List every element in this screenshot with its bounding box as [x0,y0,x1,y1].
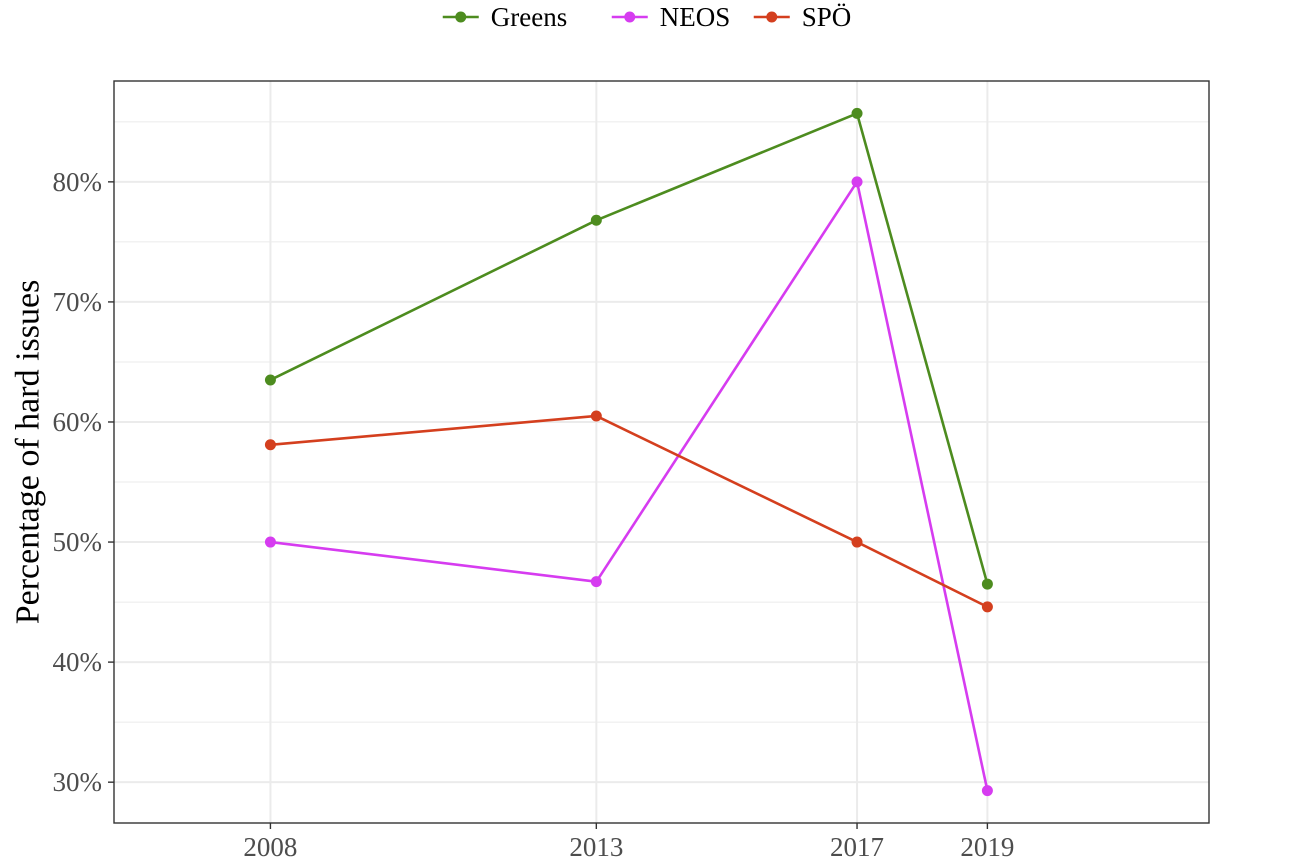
y-tick-label: 70% [53,287,103,317]
legend: Greens NEOS SPÖ [442,2,852,32]
y-tick-label: 80% [53,167,103,197]
plot-border [113,80,1210,824]
y-tick-label: 50% [53,527,103,557]
legend-label: Greens [491,2,567,32]
legend-label: NEOS [660,2,731,32]
x-tick-label: 2013 [569,832,623,858]
series-line [270,180,989,791]
legend-label: SPÖ [802,2,852,32]
y-axis: 30% 40% 50% 60% 70% 80% [53,167,114,797]
y-axis-title: Percentage of hard issues [10,280,47,625]
data-point [981,601,993,613]
data-point [851,536,863,548]
data-point [851,107,863,119]
data-point [590,214,602,226]
y-tick-label: 60% [53,407,103,437]
legend-item: Greens [442,2,567,32]
y-tick-label: 40% [53,647,103,677]
plot-panel [114,81,1209,823]
legend-item: SPÖ [753,2,852,32]
data-point [981,578,993,590]
data-point [981,785,993,797]
x-tick-label: 2017 [830,832,884,858]
legend-point-swatch [766,11,778,23]
y-tick-label: 30% [53,767,103,797]
data-point [264,536,276,548]
series-line [270,414,988,609]
data-point [590,576,602,588]
legend-point-swatch [624,11,636,23]
series-lines [269,112,989,791]
series-line [269,112,989,585]
data-point [264,374,276,386]
data-point [590,410,602,422]
legend-point-swatch [455,11,467,23]
data-point [264,439,276,451]
x-axis: 2008 2013 2017 2019 [243,823,1014,858]
x-tick-label: 2019 [960,832,1014,858]
series-points [264,107,993,797]
x-tick-label: 2008 [243,832,297,858]
legend-item: NEOS [611,2,731,32]
major-gridlines [114,81,1209,823]
data-point [851,176,863,188]
